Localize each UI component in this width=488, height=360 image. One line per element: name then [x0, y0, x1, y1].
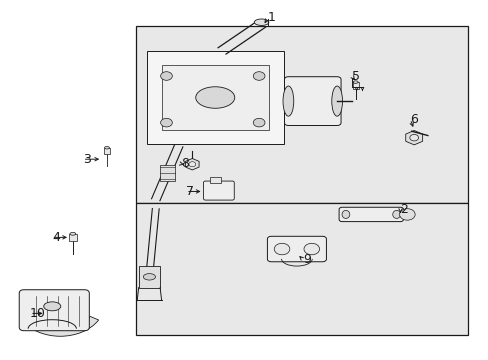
Ellipse shape: [352, 81, 357, 84]
Ellipse shape: [43, 302, 61, 311]
Circle shape: [253, 118, 264, 127]
Bar: [210, 177, 221, 183]
Text: 10: 10: [30, 307, 46, 320]
Bar: [139, 266, 160, 288]
Circle shape: [160, 72, 172, 80]
FancyBboxPatch shape: [203, 181, 234, 200]
Ellipse shape: [195, 87, 234, 108]
Circle shape: [188, 162, 195, 167]
Text: 2: 2: [400, 203, 407, 216]
Bar: [161, 65, 268, 130]
Ellipse shape: [104, 147, 109, 149]
Circle shape: [409, 134, 418, 141]
FancyBboxPatch shape: [338, 207, 403, 222]
Text: 6: 6: [409, 113, 417, 126]
Circle shape: [253, 72, 264, 80]
Text: 7: 7: [185, 185, 194, 198]
Ellipse shape: [254, 19, 268, 26]
Bar: [160, 165, 174, 181]
Text: 8: 8: [181, 157, 189, 170]
Bar: [147, 51, 283, 144]
Ellipse shape: [341, 210, 349, 219]
Text: 4: 4: [52, 231, 60, 244]
Ellipse shape: [331, 86, 342, 116]
Ellipse shape: [283, 86, 293, 116]
Text: 5: 5: [351, 69, 359, 82]
Bar: [136, 203, 467, 335]
Wedge shape: [22, 316, 99, 336]
Bar: [69, 234, 77, 240]
FancyBboxPatch shape: [267, 236, 326, 262]
Circle shape: [160, 118, 172, 127]
FancyBboxPatch shape: [284, 77, 340, 126]
Bar: [103, 148, 110, 154]
Ellipse shape: [392, 210, 400, 219]
Circle shape: [304, 243, 319, 255]
Text: 1: 1: [267, 12, 275, 24]
FancyBboxPatch shape: [19, 290, 89, 331]
Circle shape: [399, 209, 414, 220]
Text: 9: 9: [303, 253, 310, 266]
Ellipse shape: [143, 274, 155, 280]
Bar: [136, 26, 467, 203]
Ellipse shape: [70, 232, 76, 235]
Circle shape: [274, 243, 289, 255]
Bar: [352, 82, 358, 89]
Text: 3: 3: [82, 153, 90, 166]
